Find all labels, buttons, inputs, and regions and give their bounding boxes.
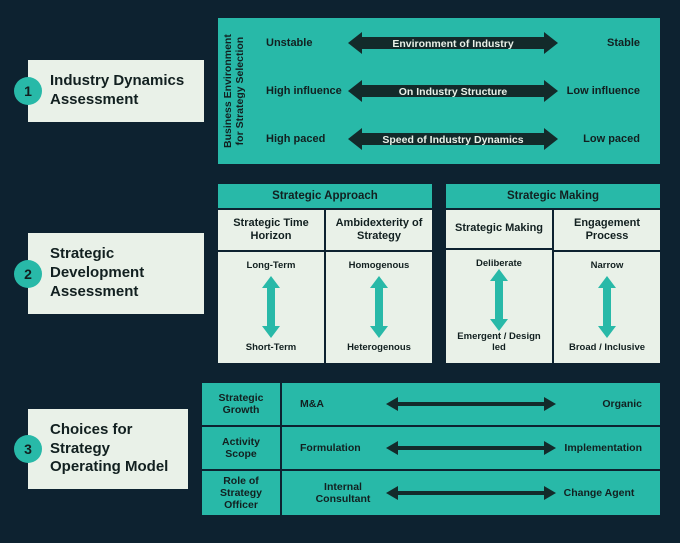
pill-arrow: Environment of Industry: [348, 32, 558, 54]
spectrum-left: High influence: [266, 85, 348, 97]
row-1-panel: Business Environmentfor Strategy Selecti…: [218, 18, 660, 164]
r3-header: Role of Strategy Officer: [202, 471, 280, 515]
row-1-box: Business Environmentfor Strategy Selecti…: [218, 18, 660, 164]
group-header: Strategic Approach: [218, 184, 432, 208]
col-subheader: Strategic Time Horizon: [218, 210, 324, 250]
col-time-horizon: Strategic Time Horizon Long-Term Short-T…: [218, 210, 324, 363]
row-3-panel: Strategic Growth M&A Organic Activity Sc…: [202, 383, 660, 515]
spectrum-top: Narrow: [591, 260, 624, 271]
svg-text:On Industry Structure: On Industry Structure: [399, 86, 508, 98]
col-subheader: Ambidexterity of Strategy: [326, 210, 432, 250]
spectrum-right: Low paced: [558, 133, 640, 145]
vertical-arrow-icon: [598, 271, 616, 342]
vertical-arrow-icon: [490, 269, 508, 331]
spectrum-right: Stable: [558, 37, 640, 49]
spectrum-left: High paced: [266, 133, 348, 145]
r3-content: M&A Organic: [282, 383, 660, 425]
row-1-label-block: 1 Industry Dynamics Assessment: [14, 18, 204, 164]
spectrum-top: Deliberate: [476, 258, 522, 269]
row-1-title: Industry Dynamics Assessment: [28, 60, 204, 122]
pill-arrow: On Industry Structure: [348, 80, 558, 102]
r3-content: Internal Consultant Change Agent: [282, 471, 660, 515]
spectrum-top: Homogenous: [349, 260, 410, 271]
thin-arrow-icon: [386, 397, 556, 411]
row-2-title: Strategic Development Assessment: [28, 233, 204, 313]
r3-row-growth: Strategic Growth M&A Organic: [202, 383, 660, 425]
r3-header: Activity Scope: [202, 427, 280, 469]
spectrum-bottom: Short-Term: [246, 342, 297, 353]
vertical-arrow-icon: [262, 271, 280, 342]
row-1-body: Unstable Environment of Industry Stable …: [248, 20, 658, 162]
spectrum-bottom: Emergent / Design led: [450, 331, 548, 353]
r3-content: Formulation Implementation: [282, 427, 660, 469]
spectrum-bottom: Heterogenous: [347, 342, 411, 353]
spectrum-influence: High influence On Industry Structure Low…: [248, 68, 658, 114]
r3-right-label: Change Agent: [556, 487, 642, 499]
col-subheader: Engagement Process: [554, 210, 660, 250]
pill-arrow: Speed of Industry Dynamics: [348, 128, 558, 150]
r3-row-scope: Activity Scope Formulation Implementatio…: [202, 427, 660, 469]
col-subheader: Strategic Making: [446, 210, 552, 248]
group-strategic-making: Strategic Making Strategic Making Delibe…: [446, 184, 660, 363]
spectrum-cell: Homogenous Heterogenous: [326, 252, 432, 363]
group-columns: Strategic Time Horizon Long-Term Short-T…: [218, 210, 432, 363]
group-strategic-approach: Strategic Approach Strategic Time Horizo…: [218, 184, 432, 363]
thin-arrow-icon: [386, 486, 556, 500]
r3-left-label: Internal Consultant: [300, 481, 386, 505]
row-3-label-block: 3 Choices for Strategy Operating Model: [14, 383, 188, 515]
spectrum-environment: Unstable Environment of Industry Stable: [248, 20, 658, 66]
r3-right-label: Organic: [556, 398, 642, 410]
step-badge-2: 2: [14, 260, 42, 288]
group-header: Strategic Making: [446, 184, 660, 208]
row-3: 3 Choices for Strategy Operating Model S…: [14, 383, 660, 515]
group-columns: Strategic Making Deliberate Emergent / D…: [446, 210, 660, 363]
r3-row-role: Role of Strategy Officer Internal Consul…: [202, 471, 660, 515]
spectrum-speed: High paced Speed of Industry Dynamics Lo…: [248, 116, 658, 162]
col-strategic-making: Strategic Making Deliberate Emergent / D…: [446, 210, 552, 363]
r3-left-label: M&A: [300, 398, 386, 410]
row-1: 1 Industry Dynamics Assessment Business …: [14, 18, 660, 164]
r3-left-label: Formulation: [300, 442, 386, 454]
spectrum-cell: Long-Term Short-Term: [218, 252, 324, 363]
r3-header: Strategic Growth: [202, 383, 280, 425]
spectrum-right: Low influence: [558, 85, 640, 97]
thin-arrow-icon: [386, 441, 556, 455]
step-badge-1: 1: [14, 77, 42, 105]
svg-text:Environment of Industry: Environment of Industry: [392, 38, 514, 50]
row-2: 2 Strategic Development Assessment Strat…: [14, 184, 660, 363]
spectrum-left: Unstable: [266, 37, 348, 49]
col-engagement-process: Engagement Process Narrow Broad / Inclus…: [554, 210, 660, 363]
svg-text:Speed of Industry Dynamics: Speed of Industry Dynamics: [382, 134, 523, 146]
spectrum-cell: Narrow Broad / Inclusive: [554, 252, 660, 363]
vertical-arrow-icon: [370, 271, 388, 342]
spectrum-cell: Deliberate Emergent / Design led: [446, 250, 552, 363]
spectrum-bottom: Broad / Inclusive: [569, 342, 645, 353]
vertical-tab: Business Environmentfor Strategy Selecti…: [220, 20, 248, 162]
spectrum-top: Long-Term: [247, 260, 296, 271]
row-2-label-block: 2 Strategic Development Assessment: [14, 184, 204, 363]
row-3-title: Choices for Strategy Operating Model: [28, 409, 188, 489]
step-badge-3: 3: [14, 435, 42, 463]
row-2-panel: Strategic Approach Strategic Time Horizo…: [218, 184, 660, 363]
col-ambidexterity: Ambidexterity of Strategy Homogenous Het…: [326, 210, 432, 363]
r3-right-label: Implementation: [556, 442, 642, 454]
